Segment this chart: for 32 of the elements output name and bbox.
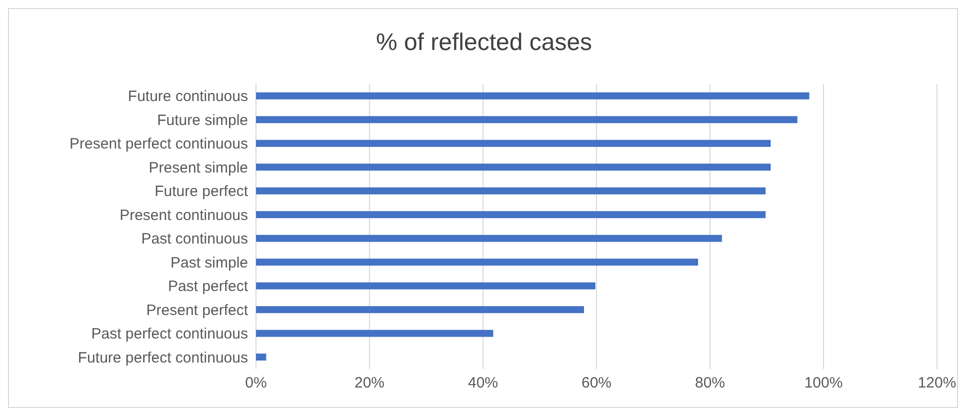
bar — [256, 187, 766, 194]
bar — [256, 330, 494, 337]
y-tick-label: Future continuous — [128, 88, 248, 106]
x-tick-label: 40% — [468, 374, 498, 392]
y-tick-label: Present continuous — [120, 206, 248, 224]
bar — [256, 116, 798, 124]
x-tick-label: 80% — [694, 374, 726, 392]
y-tick-label: Future simple — [157, 112, 248, 129]
bar — [256, 282, 596, 290]
y-tick-label: Past perfect continuous — [91, 326, 248, 343]
bar — [256, 258, 698, 266]
x-tick-label: 20% — [354, 374, 385, 392]
y-tick-label: Past simple — [170, 254, 248, 272]
bar — [256, 92, 810, 100]
bar — [256, 140, 771, 147]
x-tick-label: 100% — [804, 374, 843, 392]
bar — [256, 211, 766, 218]
x-tick-label: 60% — [581, 374, 612, 392]
y-tick-label: Past continuous — [141, 230, 248, 248]
y-tick-label: Present perfect — [146, 302, 249, 319]
bar — [256, 354, 266, 361]
chart-title: % of reflected cases — [374, 29, 594, 57]
y-tick-label: Present perfect continuous — [70, 136, 248, 153]
bar — [256, 164, 771, 171]
bar — [256, 234, 722, 242]
x-tick-label: 0% — [245, 374, 267, 392]
y-tick-label: Past perfect — [168, 278, 249, 296]
y-tick-label: Future perfect — [154, 183, 249, 200]
bar — [256, 306, 584, 314]
y-tick-label: Future perfect continuous — [78, 349, 248, 366]
x-tick-label: 120% — [918, 374, 956, 392]
y-tick-label: Present simple — [148, 159, 248, 176]
